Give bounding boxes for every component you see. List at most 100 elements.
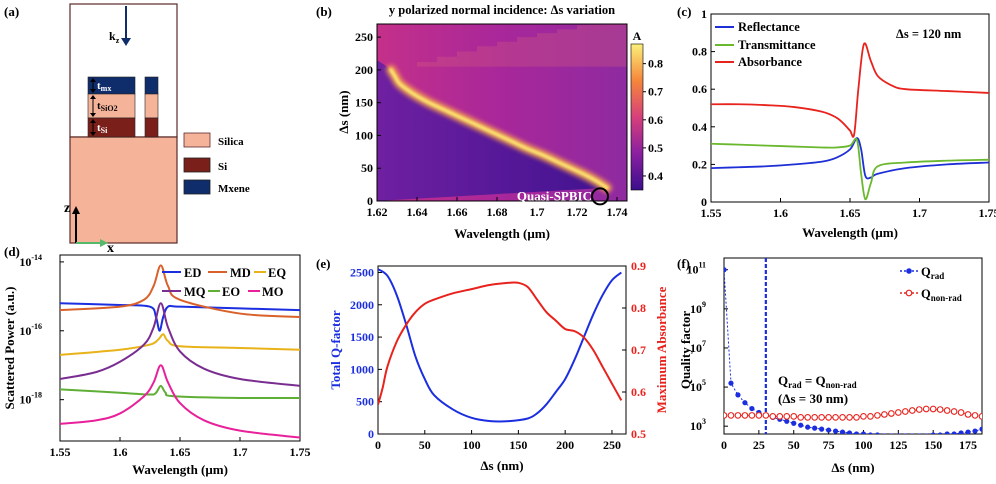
chart-e-xtick-label: 250	[603, 438, 621, 452]
heatmap-ytick-label: 0	[367, 194, 373, 208]
panel-b-heatmap: (b) y polarized normal incidence: Δs var…	[316, 3, 663, 241]
legend-label-eq: EQ	[268, 266, 286, 280]
point-q-non-rad	[978, 413, 982, 420]
point-q-non-rad	[776, 413, 784, 420]
point-q-rad	[853, 431, 860, 434]
point-q-rad	[839, 429, 846, 434]
point-q-rad	[784, 418, 790, 424]
point-q-rad	[889, 433, 894, 434]
chart-e-axes: 0 50 100 150 200 250050010001500200025000.50.…	[350, 259, 646, 452]
point-q-non-rad	[950, 408, 958, 415]
chart-f-ytick-label: 109	[690, 300, 706, 316]
chart-f-ytick-exp: 5	[702, 378, 706, 387]
heatmap-xtick-label: 1.66	[447, 205, 468, 219]
colorbar-label: A	[633, 29, 642, 43]
chart-e-left-ytick-label: 2500	[350, 265, 374, 279]
chart-e-right-ytick-label: 0.6	[631, 385, 646, 399]
z-arrowhead-icon	[72, 206, 80, 214]
chart-e-ylabel-left: Total Q-factor	[328, 310, 343, 390]
point-q-rad	[958, 430, 964, 434]
point-q-non-rad	[804, 414, 812, 421]
heatmap-xtick-label: 1.7	[530, 205, 545, 219]
series-line-total-q	[378, 268, 622, 423]
chart-c-ytick-label: 0	[701, 195, 707, 209]
heatmap-title: y polarized normal incidence: Δs variati…	[389, 3, 615, 17]
heatmap-xtick-label: 1.72	[567, 205, 588, 219]
point-q-non-rad	[748, 412, 756, 419]
chart-e-right-ytick-label: 0.7	[631, 343, 646, 357]
x-arrowhead-icon	[100, 239, 108, 247]
heatmap-ytick-label: 200	[355, 63, 373, 77]
heatmap-ytick-label: 50	[361, 161, 373, 175]
chart-d-ytick-label: 10-14	[19, 253, 42, 269]
point-q-non-rad	[783, 413, 791, 420]
point-q-rad	[846, 430, 853, 434]
chart-f-ytick-base: 10	[690, 419, 702, 433]
series-line-transmittance	[711, 137, 989, 201]
point-q-non-rad	[867, 413, 874, 420]
point-q-rad	[798, 422, 804, 428]
colorbar-ticks: 0.4 0.5 0.6 0.7 0.8	[643, 57, 663, 183]
chart-e-xlabel: Δs (nm)	[480, 458, 523, 473]
point-q-non-rad	[874, 412, 881, 419]
chart-c-ytick-label: 0.8	[692, 45, 707, 59]
panel-a-schematic: (a) kz tmx tSiO2 tSi Silica Si Mxene	[4, 3, 250, 256]
chart-d-ytick-base: 10	[19, 324, 31, 338]
chart-f-xtick-label: 50	[788, 438, 800, 452]
chart-f-xtick-label: 100	[854, 438, 872, 452]
chart-f-annotation-equation: Qrad = Qnon-rad	[778, 373, 857, 390]
point-q-non-rad	[811, 414, 818, 421]
chart-d-xtick-label: 1.75	[290, 445, 311, 459]
point-q-rad	[917, 433, 921, 434]
chart-e-left-ytick-label: 1500	[350, 330, 374, 344]
chart-f-ytick-base: 10	[686, 263, 698, 277]
heatmap-xlabel: Wavelength (μm)	[454, 226, 550, 241]
point-q-rad	[910, 433, 914, 434]
chart-e-xtick-label: 50	[419, 438, 431, 452]
colorbar-tick-label: 0.8	[648, 57, 663, 71]
point-q-rad	[742, 400, 748, 406]
point-q-non-rad	[971, 412, 979, 419]
chart-e-xtick-label: 150	[509, 438, 527, 452]
chart-d-ylabel: Scattered Power (a.u.)	[2, 287, 17, 410]
chart-c-ytick-label: 0.6	[692, 82, 707, 96]
heatmap-axes: 1.62 1.64 1.66 1.68 1.7 1.72 1.74 0 50 100 150 200 2…	[355, 30, 628, 219]
chart-e-left-ytick-label: 2000	[350, 298, 374, 312]
chart-d-ytick-base: 10	[19, 255, 31, 269]
heatmap-xtick-label: 1.68	[487, 205, 508, 219]
tsio2-label: tSiO2	[97, 100, 118, 113]
point-q-rad	[832, 428, 839, 434]
chart-c-xtick-label: 1.75	[979, 206, 996, 220]
tsi-label: tSi	[97, 122, 108, 135]
point-q-non-rad	[790, 413, 798, 420]
point-q-rad	[924, 433, 928, 434]
point-q-rad	[819, 426, 825, 432]
panel-label-c: (c)	[677, 4, 691, 19]
series-line-ed	[60, 302, 300, 332]
heatmap-dark-region	[377, 24, 605, 201]
point-q-rad	[812, 425, 818, 431]
point-q-non-rad	[936, 406, 944, 413]
legend-label-ed: ED	[184, 266, 201, 280]
legend-marker-qnonrad	[905, 289, 913, 297]
chart-d-legend: ED MD EQ MQ EO MO	[162, 266, 286, 299]
point-q-non-rad	[943, 407, 951, 414]
point-q-rad	[979, 426, 982, 432]
legend-swatch-mxene	[183, 179, 211, 195]
point-q-non-rad	[769, 413, 777, 420]
chart-c-series	[711, 42, 989, 201]
point-q-rad	[896, 433, 901, 434]
heatmap-ytick-label: 250	[355, 30, 373, 44]
tmx-label: tmx	[97, 80, 111, 93]
legend-label-qrad: Qrad	[921, 265, 944, 281]
point-q-non-rad	[964, 411, 972, 418]
panel-c-spectra: (c) 1.55 1.6 1.65 1.7 1.75 0 0.2 0.4 0.6 0.8 1 Wav…	[677, 4, 996, 240]
chart-c-xtick-label: 1.65	[840, 206, 861, 220]
series-line-mo	[60, 364, 300, 439]
legend-label-silica: Silica	[218, 136, 244, 148]
point-q-non-rad	[853, 414, 860, 421]
legend-label-mxene: Mxene	[218, 183, 250, 195]
